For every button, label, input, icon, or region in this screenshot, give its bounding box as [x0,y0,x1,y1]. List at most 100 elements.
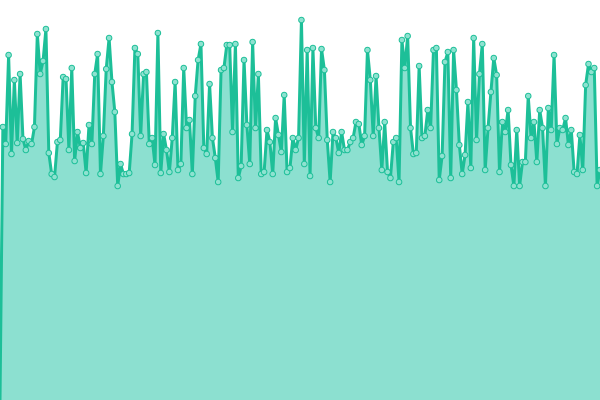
data-point [114,182,122,190]
data-point [157,169,165,177]
data-point [220,64,228,72]
data-point [148,134,156,142]
data-point [562,114,569,122]
data-point [504,106,512,114]
data-point [510,182,518,190]
data-point [323,136,331,144]
data-point [19,135,27,143]
data-point [212,154,219,162]
data-point [82,169,90,177]
data-point [435,176,443,184]
data-point [249,38,256,46]
data-points [0,16,600,190]
data-point [292,146,299,154]
data-point [91,70,99,78]
data-point [407,124,414,132]
data-point [487,88,495,96]
data-point [203,150,210,158]
data-point [395,178,403,186]
data-point [450,46,457,54]
data-point [105,34,113,42]
data-point [545,104,552,112]
data-point [421,132,429,140]
data-point [321,66,328,74]
data-point [567,126,575,134]
data-point [260,168,268,176]
data-point [197,40,205,48]
data-point [180,64,188,72]
data-point [34,30,41,38]
data-point [206,80,213,88]
data-point [415,62,423,70]
data-point [266,138,274,146]
data-point [301,160,308,168]
data-point [412,149,420,157]
data-point [533,158,541,166]
data-point [550,51,558,59]
data-point [513,126,521,134]
data-point [349,134,357,142]
data-point [470,34,477,42]
data-point [481,166,489,174]
data-point [375,124,383,132]
data-point [28,140,35,148]
data-point [234,174,242,182]
data-point [189,170,196,178]
data-point [398,36,406,44]
data-point [13,139,21,147]
data-point [499,118,506,126]
data-point [427,124,434,132]
data-point [582,81,589,89]
data-point [160,130,167,138]
data-point [303,46,311,54]
data-point [335,149,343,157]
data-point [125,169,133,177]
data-point [145,140,153,148]
data-point [576,131,584,139]
data-point [401,64,409,72]
data-point [255,70,262,78]
data-point [137,132,144,140]
data-point [524,92,532,100]
data-point [478,40,486,48]
data-point [243,121,251,129]
data-point [79,139,87,147]
data-point [177,160,185,168]
data-point [441,58,449,66]
data-point [88,140,96,148]
data-point [275,131,282,139]
data-point [229,128,236,136]
data-point [286,164,294,172]
data-point [100,132,107,140]
data-point [458,170,466,178]
data-point [280,91,288,99]
data-point [214,178,222,186]
data-point [326,178,334,186]
data-point [547,126,555,134]
data-point [128,130,136,138]
data-point [22,146,30,154]
data-point [62,75,70,83]
data-point [559,126,566,134]
data-point [329,128,337,136]
data-point [565,141,572,149]
data-point [369,132,377,140]
data-point [11,76,18,84]
data-point [237,162,245,170]
data-point [295,134,302,142]
data-point [240,56,248,64]
data-point [476,70,483,78]
data-point [209,134,216,142]
data-point [392,134,400,142]
data-point [102,65,110,73]
data-point [433,44,440,52]
data-point [183,124,190,132]
data-point [490,54,498,62]
data-point [516,182,523,190]
data-point [447,174,455,182]
data-point [298,16,305,24]
data-point [424,106,432,114]
data-point [507,161,515,169]
data-point [36,70,44,78]
data-point [573,170,581,178]
